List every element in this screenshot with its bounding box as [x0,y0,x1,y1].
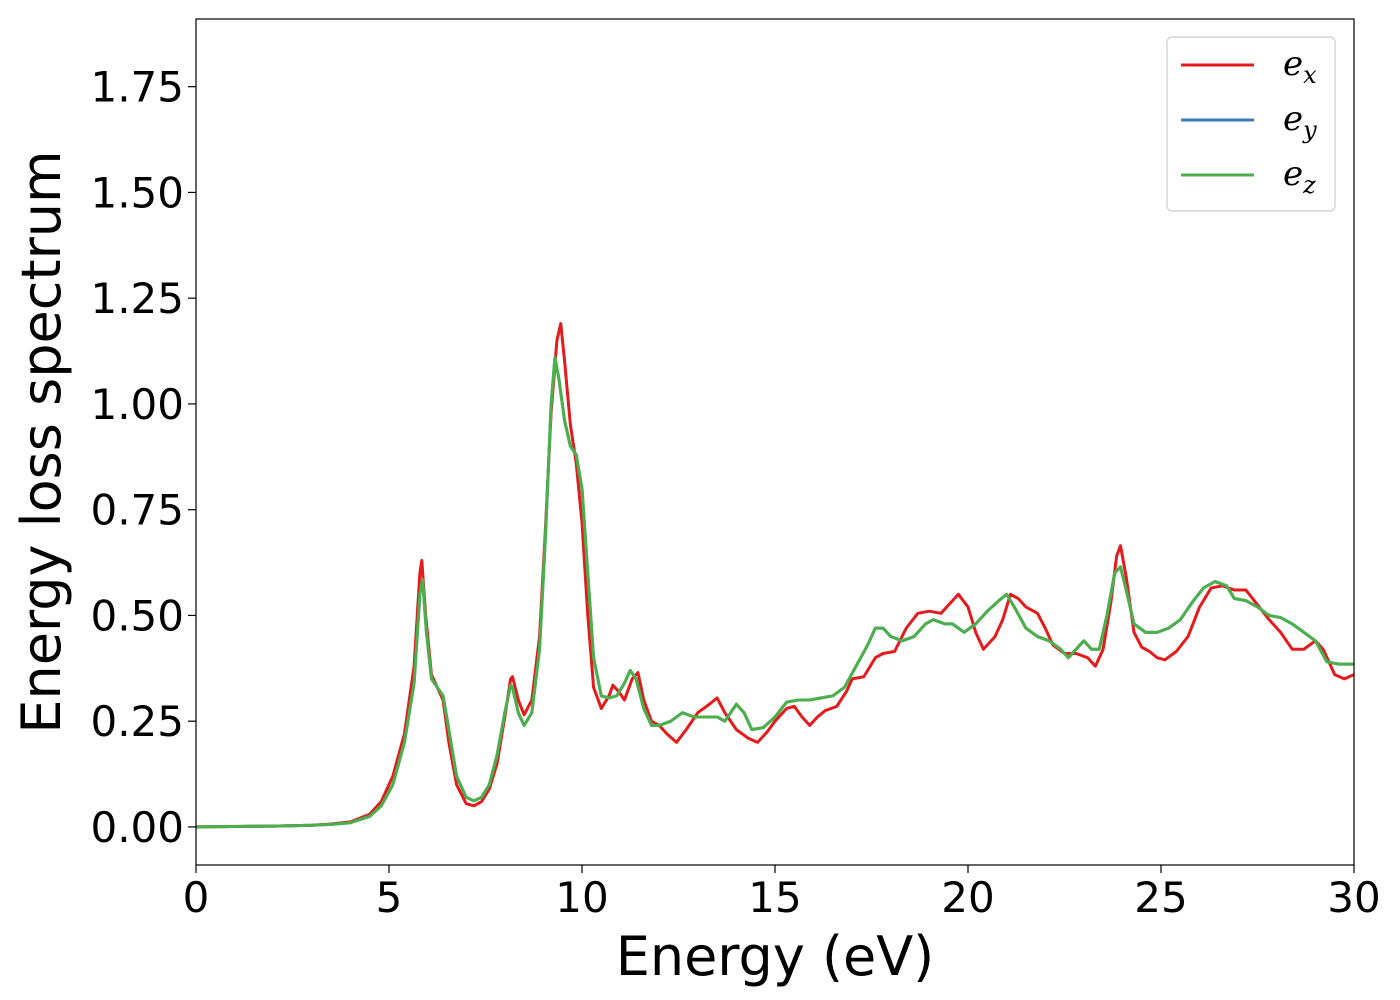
y-tick-label: 1.50 [90,168,184,217]
legend-box [1166,36,1336,212]
y-tick-label: 1.25 [90,274,184,323]
series-line-ex [196,322,1354,829]
y-tick-label: 0.25 [90,697,184,746]
y-tick-label: 1.75 [90,63,184,112]
y-tick-label: 1.00 [90,380,184,429]
x-axis: 0 5 10 15 20 25 30 [183,865,1381,922]
y-tick-label: 0.50 [90,591,184,640]
y-tick-label: 0.75 [90,486,184,535]
series-layer [196,322,1354,829]
series-line-ez [196,355,1354,829]
y-axis-label: Energy loss spectrum [10,150,73,733]
x-tick-label: 0 [183,873,210,922]
x-axis-label: Energy (eV) [616,925,935,988]
x-tick-label: 30 [1327,873,1380,922]
x-tick-label: 15 [748,873,801,922]
y-tick-label: 0.00 [90,803,184,852]
x-tick-label: 25 [1134,873,1187,922]
y-axis: 0.00 0.25 0.50 0.75 1.00 1.25 1.50 1.75 [90,63,196,852]
x-tick-label: 10 [555,873,608,922]
x-tick-label: 5 [376,873,403,922]
x-tick-label: 20 [941,873,994,922]
